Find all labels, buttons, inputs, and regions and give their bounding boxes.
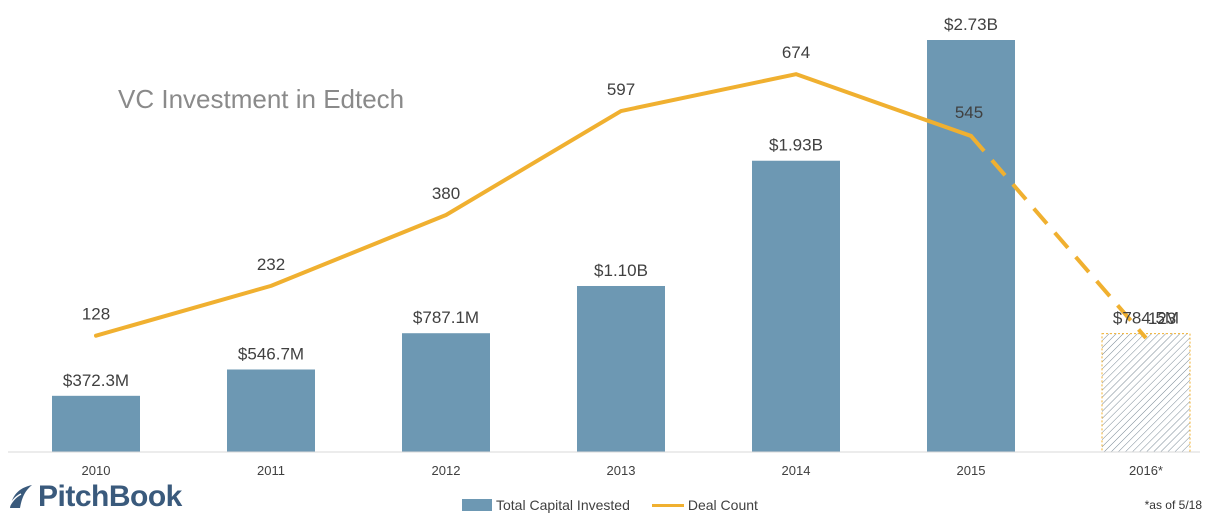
bar-label-2012: $787.1M [413, 308, 479, 327]
legend-label-deals: Deal Count [687, 497, 758, 513]
bar-label-2010: $372.3M [63, 371, 129, 390]
bar-label-2011: $546.7M [238, 344, 304, 363]
chart-title: VC Investment in Edtech [118, 84, 405, 114]
bar-2014 [752, 160, 840, 452]
legend-label-capital: Total Capital Invested [496, 497, 630, 513]
x-tick-2015: 2015 [957, 463, 986, 478]
deal-label-2013: 597 [607, 80, 635, 99]
bar-2010 [52, 395, 140, 452]
x-tick-2013: 2013 [607, 463, 636, 478]
legend-item-capital: Total Capital Invested [462, 497, 630, 513]
x-tick-2016*: 2016* [1129, 463, 1163, 478]
x-tick-2011: 2011 [257, 463, 285, 478]
deal-count-line-projected [969, 134, 1148, 340]
bar-label-2015: $2.73B [944, 15, 998, 34]
brand-name: PitchBook [38, 480, 182, 513]
data-labels: $372.3M $546.7M $787.1M $1.10B $1.93B $2.73B $… [63, 15, 1179, 390]
deal-label-2016*: 123 [1148, 309, 1176, 328]
bar-label-2014: $1.93B [769, 136, 823, 155]
pitchbook-logo: PitchBook [6, 480, 182, 514]
x-tick-2010: 2010 [82, 463, 111, 478]
deal-label-2015: 545 [955, 103, 983, 122]
bar-series [52, 40, 1191, 453]
deal-label-2014: 674 [782, 43, 810, 62]
bar-2016* [1101, 333, 1191, 453]
x-tick-2012: 2012 [432, 463, 461, 478]
footnote: *as of 5/18 [1144, 498, 1202, 512]
line-series [94, 72, 1148, 340]
x-tick-labels: 2010 2011 2012 2013 2014 2015 2016* [82, 463, 1163, 478]
legend: Total Capital Invested Deal Count [462, 497, 780, 513]
bar-2015 [927, 40, 1015, 452]
bar-2011 [227, 369, 315, 452]
x-tick-2014: 2014 [782, 463, 811, 478]
legend-swatch-bar [462, 499, 492, 511]
bar-label-2016*: $784.5M [1113, 309, 1179, 328]
deal-label-2011: 232 [257, 255, 285, 274]
legend-swatch-line [651, 503, 684, 507]
pitchbook-logo-icon [7, 485, 32, 510]
deal-count-line [94, 72, 973, 338]
bar-2012 [402, 333, 490, 452]
bar-2013 [577, 285, 665, 452]
deal-label-2012: 380 [432, 184, 460, 203]
deal-label-2010: 128 [82, 305, 110, 324]
legend-item-deals: Deal Count [651, 497, 758, 513]
bar-label-2013: $1.10B [594, 261, 648, 280]
